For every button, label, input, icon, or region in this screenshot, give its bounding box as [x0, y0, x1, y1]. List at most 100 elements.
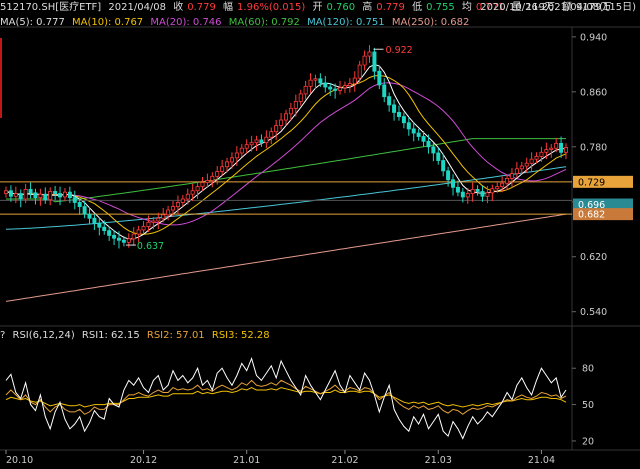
candle-up	[564, 147, 569, 153]
candle-up	[274, 125, 279, 133]
candle-up	[465, 193, 470, 198]
candle-up	[554, 142, 559, 149]
time-tick-label: 20.10	[6, 455, 33, 466]
candle-down	[559, 142, 564, 153]
candle-down	[475, 188, 480, 192]
ma60-legend: MA(60): 0.792	[228, 17, 300, 28]
price-box-ma250-bg	[573, 208, 633, 221]
low-label: 低	[412, 2, 423, 13]
candle-down	[259, 139, 264, 144]
candle-up	[234, 152, 239, 159]
candle-up	[539, 151, 544, 157]
candle-down	[97, 222, 102, 228]
candle-down	[431, 146, 436, 154]
candle-down	[318, 78, 323, 84]
rsi1-legend: RSI1: 62.15	[81, 330, 140, 341]
candle-up	[62, 191, 67, 198]
candle-up	[288, 107, 293, 115]
candle-down	[67, 191, 72, 199]
candle-up	[166, 209, 171, 216]
candle-up	[524, 162, 529, 167]
candle-down	[372, 51, 377, 72]
candle-down	[446, 170, 451, 181]
candle-down	[333, 88, 338, 91]
high-annotation: 0.922	[386, 45, 413, 56]
candle-up	[190, 190, 195, 195]
time-tick-label: 21.02	[331, 455, 358, 466]
candle-up	[244, 144, 249, 149]
candle-down	[455, 186, 460, 193]
candle-down	[382, 84, 387, 98]
security-code: 512170.SH[医疗ETF]	[0, 2, 102, 13]
high-label: 高	[362, 2, 373, 13]
close-value: 0.779	[187, 2, 216, 13]
ma5-legend: MA(5): 0.777	[0, 17, 65, 28]
time-tick-label: 20.12	[130, 455, 157, 466]
candle-up	[215, 171, 220, 177]
rsi-tick-label: 80	[582, 364, 594, 375]
price-tick-label: 0.860	[580, 87, 607, 98]
high-value: 0.779	[376, 2, 405, 13]
rsi1-line	[5, 356, 567, 440]
rsi3-legend: RSI3: 52.28	[211, 330, 270, 341]
ma250-legend: MA(250): 0.682	[391, 17, 470, 28]
candle-up	[136, 229, 141, 235]
rsi-tick-label: 20	[582, 436, 594, 447]
candle-up	[308, 79, 313, 87]
time-tick-label: 21.04	[528, 455, 555, 466]
candle-down	[392, 104, 397, 113]
candle-up	[293, 101, 298, 109]
candle-up	[38, 193, 43, 199]
candle-up	[249, 142, 254, 146]
candle-up	[283, 113, 288, 121]
candle-up	[490, 188, 495, 194]
rsi3-line	[5, 387, 567, 408]
candle-down	[411, 128, 416, 134]
candle-up	[131, 233, 136, 240]
candle-down	[406, 122, 411, 130]
price-tick-label: 0.780	[580, 142, 607, 153]
candle-up	[500, 182, 505, 188]
candle-up	[269, 131, 274, 138]
candle-up	[514, 168, 519, 174]
low-annotation: 0.637	[137, 241, 164, 252]
candle-down	[480, 191, 485, 197]
candle-down	[401, 116, 406, 124]
candle-down	[18, 193, 23, 200]
candle-up	[195, 186, 200, 192]
price-box-upper-bg	[573, 175, 633, 188]
candle-up	[225, 161, 230, 168]
ma10-line	[5, 74, 567, 235]
ma20-legend: MA(20): 0.746	[150, 17, 222, 28]
candle-down	[53, 191, 58, 194]
low-value: 0.755	[426, 2, 455, 13]
candle-up	[156, 217, 161, 222]
candle-up	[347, 83, 352, 87]
candle-up	[4, 190, 9, 194]
candle-down	[377, 70, 382, 86]
ma250-line	[5, 213, 567, 302]
candle-up	[279, 119, 284, 126]
rsi-legend: ? RSI(6,12,24) RSI1: 62.15 RSI2: 57.01 R…	[0, 328, 640, 343]
candle-up	[529, 158, 534, 164]
rsi2-legend: RSI2: 57.01	[146, 330, 205, 341]
amt-label: 额	[562, 2, 573, 13]
candle-up	[549, 147, 554, 150]
candle-up	[161, 214, 166, 219]
candle-up	[146, 221, 151, 227]
candle-down	[87, 213, 92, 219]
vol-label: 量	[511, 2, 522, 13]
candle-up	[13, 193, 18, 197]
candle-up	[48, 191, 53, 201]
candle-up	[485, 192, 490, 197]
candle-down	[77, 202, 82, 207]
avg-value: 0.771	[475, 2, 505, 13]
candle-down	[33, 192, 38, 199]
candle-up	[338, 87, 343, 91]
candle-up	[264, 136, 269, 144]
candle-down	[72, 197, 77, 203]
help-icon[interactable]: ?	[0, 330, 6, 341]
candle-up	[470, 188, 475, 194]
price-box-ma120-bg	[573, 198, 633, 211]
